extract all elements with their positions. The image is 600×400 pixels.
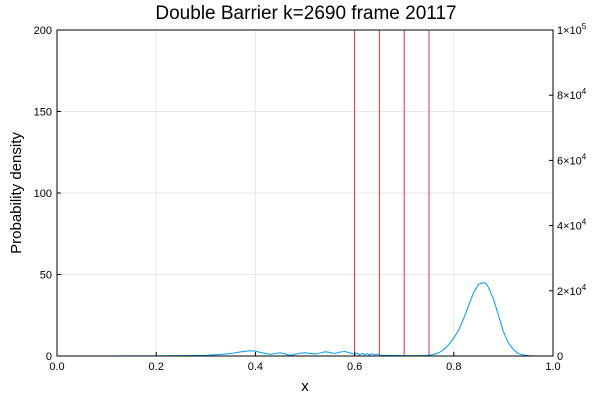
y-tick-label: 200 bbox=[34, 25, 52, 37]
y2-ticks: 0 2×104 4×104 6×104 8×104 1×105 bbox=[549, 22, 587, 363]
x-tick-label: 0.0 bbox=[49, 361, 64, 373]
x-axis-label: x bbox=[301, 378, 309, 395]
x-tick-label: 0.2 bbox=[149, 361, 164, 373]
blue-series bbox=[57, 282, 554, 357]
x-tick-label: 0.4 bbox=[248, 361, 263, 373]
y-tick-label: 150 bbox=[34, 107, 52, 119]
x-ticks: 0.0 0.2 0.4 0.6 0.8 1.0 bbox=[49, 352, 561, 373]
chart-title: Double Barrier k=2690 frame 20117 bbox=[155, 3, 456, 24]
y-ticks: 0 50 100 150 200 bbox=[34, 25, 61, 363]
grid bbox=[56, 29, 554, 357]
density-line bbox=[57, 282, 554, 357]
y-axis-label: Probability density bbox=[8, 132, 25, 254]
y-tick-label: 100 bbox=[34, 188, 52, 200]
y2-tick-label: 8×104 bbox=[557, 87, 587, 102]
x-tick-label: 1.0 bbox=[545, 361, 560, 373]
y-tick-label: 50 bbox=[40, 270, 52, 282]
x-tick-label: 0.8 bbox=[446, 361, 461, 373]
y2-tick-label: 4×104 bbox=[557, 218, 587, 233]
y2-tick-label: 2×104 bbox=[557, 283, 587, 298]
y2-tick-label: 1×105 bbox=[557, 22, 587, 37]
y-tick-label: 0 bbox=[46, 351, 52, 363]
x-tick-label: 0.6 bbox=[347, 361, 362, 373]
y2-tick-label: 0 bbox=[557, 351, 563, 363]
y2-tick-label: 6×104 bbox=[557, 152, 587, 167]
